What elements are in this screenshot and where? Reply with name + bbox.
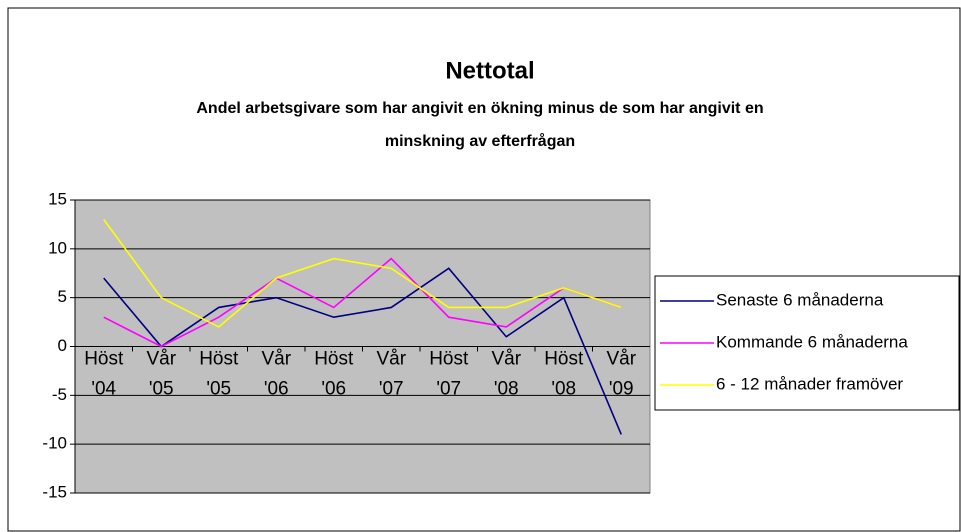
y-tick-label: -10 <box>42 434 67 453</box>
y-tick-label: 15 <box>48 189 67 208</box>
x-tick-label: Höst <box>84 349 124 370</box>
x-tick-label: '04 <box>91 379 116 400</box>
chart-subtitle: Andel arbetsgivare som har angivit en ök… <box>196 100 763 117</box>
x-tick-label: '05 <box>206 379 231 400</box>
y-tick-label: 10 <box>48 238 67 257</box>
legend-label: Senaste 6 månaderna <box>716 290 884 309</box>
x-tick-label: Höst <box>429 349 469 370</box>
series-line <box>103 257 622 348</box>
series-line <box>103 267 622 435</box>
x-tick-label: Vår <box>261 349 291 370</box>
y-tick-label: -5 <box>52 385 67 404</box>
y-tick-label: -15 <box>42 482 67 501</box>
x-tick-label: '08 <box>551 379 576 400</box>
x-tick-label: Vår <box>606 349 636 370</box>
legend-label: 6 - 12 månader framöver <box>716 374 903 393</box>
x-tick-label: '08 <box>494 379 519 400</box>
legend-label: Kommande 6 månaderna <box>716 332 908 351</box>
x-tick-label: '05 <box>149 379 174 400</box>
x-tick-label: '06 <box>321 379 346 400</box>
x-tick-label: Höst <box>544 349 584 370</box>
x-tick-label: Vår <box>146 349 176 370</box>
x-tick-label: Vår <box>491 349 521 370</box>
x-tick-label: '07 <box>379 379 404 400</box>
x-tick-label: '06 <box>264 379 289 400</box>
x-tick-label: Höst <box>199 349 239 370</box>
x-tick-label: '07 <box>436 379 461 400</box>
x-tick-label: '09 <box>609 379 634 400</box>
x-tick-label: Vår <box>376 349 406 370</box>
x-tick-label: Höst <box>314 349 354 370</box>
y-tick-label: 5 <box>58 287 67 306</box>
chart-title: Nettotal <box>445 57 534 84</box>
series-line <box>103 219 622 328</box>
y-tick-label: 0 <box>58 336 67 355</box>
chart-subtitle: minskning av efterfrågan <box>385 132 575 150</box>
